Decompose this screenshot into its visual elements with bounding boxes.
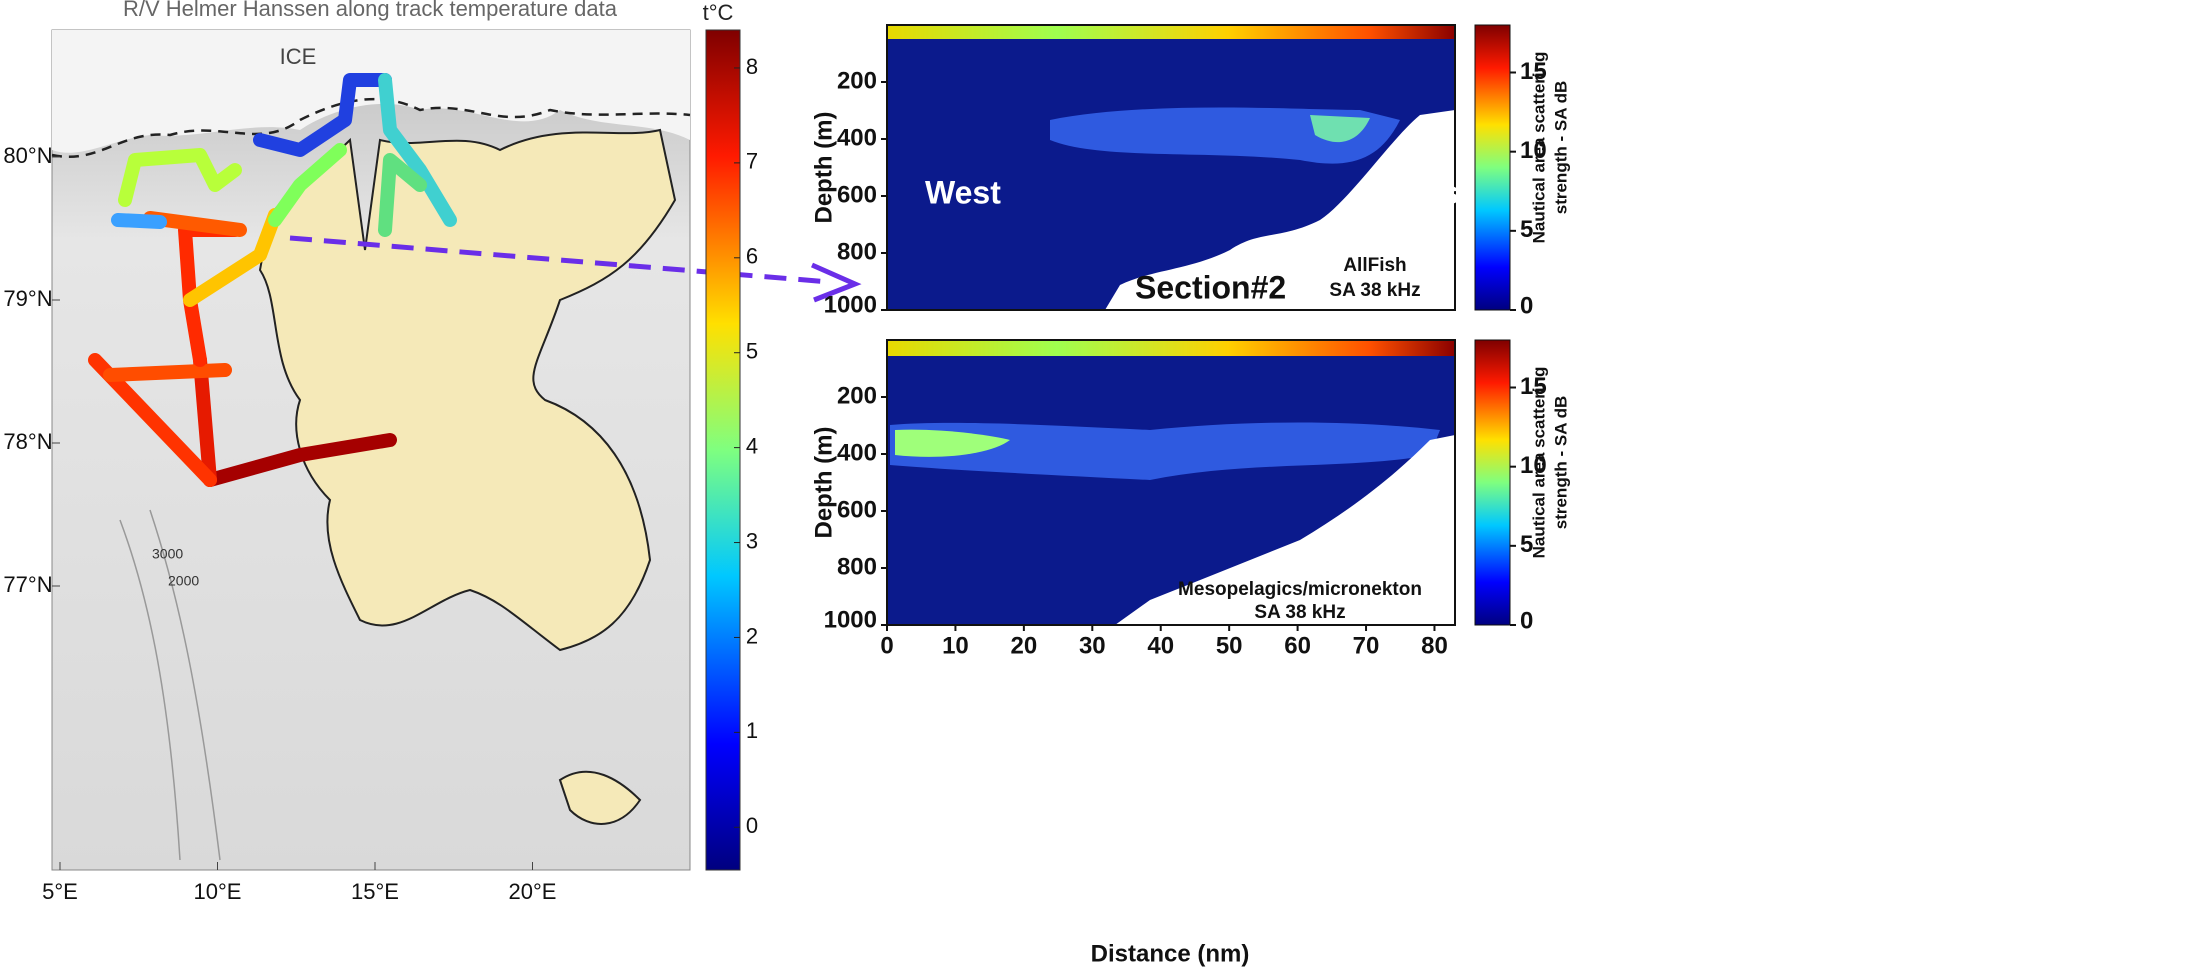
x-tick-label: 40 (1147, 632, 1174, 659)
colorbar-label: strength - SA dB (1551, 81, 1570, 214)
y-tick-label: 600 (837, 496, 877, 523)
y-tick-label: 800 (837, 238, 877, 265)
x-tick-label: 10 (942, 632, 969, 659)
ice-label: ICE (280, 44, 317, 69)
y-axis-label: Depth (m) (810, 112, 837, 224)
colorbar-tick-label: 5 (1520, 531, 1533, 558)
colorbar-tick-label: 10 (1520, 137, 1547, 164)
colorbar-label: Nautical area scattering (1529, 52, 1548, 244)
x-tick-label: 30 (1079, 632, 1106, 659)
seabed (1105, 110, 1455, 310)
y-axis-label: Depth (m) (810, 427, 837, 539)
seabed (1115, 435, 1455, 625)
y-tick-label: 1000 (824, 606, 877, 633)
lon-tick-label: 20°E (509, 879, 557, 904)
x-tick-label: 0 (880, 632, 893, 659)
section-top: West East Section#2 AllFish SA 38 kHz (886, 24, 1511, 311)
colorbar-label: Nautical area scattering (1529, 367, 1548, 559)
plot-frame (886, 24, 1456, 311)
y-tick-label: 600 (837, 181, 877, 208)
colorbar-tick-label: 1 (746, 718, 758, 743)
ice-edge (51, 97, 691, 158)
lon-tick-label: 10°E (194, 879, 242, 904)
contour-label: 3000 (152, 546, 183, 562)
colorbar-unit: t°C (703, 0, 734, 25)
x-tick-label: 60 (1284, 632, 1311, 659)
x-tick-label: 50 (1216, 632, 1243, 659)
colorbar (1474, 339, 1511, 626)
colorbar-tick-label: 7 (746, 149, 758, 174)
plot-frame (886, 339, 1456, 626)
y-tick-label: 400 (837, 124, 877, 151)
x-tick-label: 80 (1421, 632, 1448, 659)
colorbar-tick-label: 5 (746, 339, 758, 364)
west-label: West (925, 174, 1001, 210)
panel-label: SA 38 kHz (1329, 280, 1420, 301)
x-axis-label: Distance (nm) (1091, 940, 1250, 967)
lat-tick-label: 80°N (3, 143, 52, 168)
x-tick-label: 20 (1011, 632, 1038, 659)
colorbar-tick-label: 4 (746, 433, 758, 458)
scattering-patch (1310, 115, 1370, 143)
colorbar-tick-label: 3 (746, 528, 758, 553)
panel-label: SA 38 kHz (1254, 602, 1345, 623)
map-title: R/V Helmer Hanssen along track temperatu… (123, 0, 618, 21)
y-tick-label: 200 (837, 67, 877, 94)
ship-track (88, 73, 457, 487)
scattering-patch (895, 429, 1010, 457)
scattering-layer (890, 422, 1440, 480)
colorbar-tick-label: 0 (1520, 607, 1533, 634)
contour-label: 2000 (168, 573, 199, 589)
east-label: East (1402, 174, 1470, 210)
colorbar-tick-label: 2 (746, 623, 758, 648)
y-tick-label: 200 (837, 382, 877, 409)
map: R/V Helmer Hanssen along track temperatu… (51, 0, 862, 871)
colorbar-tick-label: 5 (1520, 216, 1533, 243)
ice-area (52, 30, 690, 153)
arrow-head (810, 262, 862, 303)
colorbar-tick-label: 8 (746, 54, 758, 79)
surface-layer (887, 25, 1455, 39)
colorbar-tick-label: 0 (746, 813, 758, 838)
map-colorbar (705, 29, 741, 871)
lon-tick-label: 5°E (42, 879, 78, 904)
colorbar-tick-label: 10 (1520, 452, 1547, 479)
lon-tick-label: 15°E (351, 879, 399, 904)
panel-label: AllFish (1343, 255, 1406, 276)
colorbar-tick-label: 0 (1520, 292, 1533, 319)
lat-tick-label: 77°N (3, 572, 52, 597)
y-tick-label: 400 (837, 439, 877, 466)
lat-tick-label: 78°N (3, 429, 52, 454)
colorbar (1474, 24, 1511, 311)
contour (119, 509, 221, 861)
colorbar-tick-label: 15 (1520, 58, 1547, 85)
colorbar-label: strength - SA dB (1551, 396, 1570, 529)
section-bottom: Mesopelagics/micronekton SA 38 kHz Dista… (886, 339, 1511, 967)
y-tick-label: 800 (837, 553, 877, 580)
section-label: Section#2 (1135, 269, 1286, 305)
x-tick-label: 70 (1353, 632, 1380, 659)
panel-label: Mesopelagics/micronekton (1178, 579, 1422, 600)
lat-tick-label: 79°N (3, 286, 52, 311)
island (558, 770, 642, 825)
colorbar-tick-label: 6 (746, 244, 758, 269)
colorbar-tick-label: 15 (1520, 373, 1547, 400)
y-tick-label: 1000 (824, 291, 877, 318)
surface-layer (887, 340, 1455, 356)
